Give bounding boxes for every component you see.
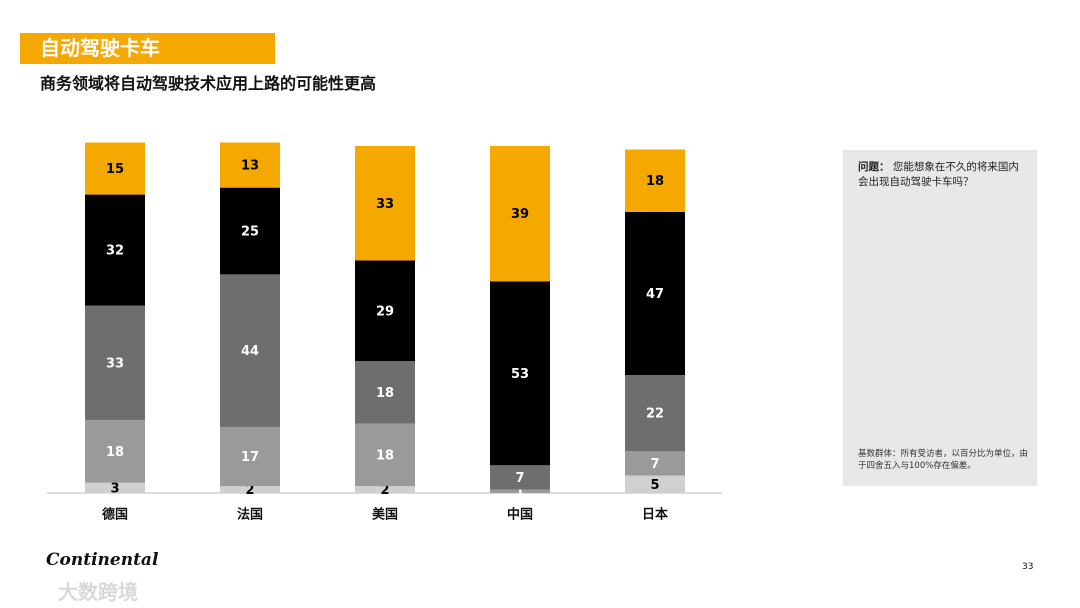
value-label: 32	[106, 244, 124, 259]
value-label: 15	[106, 162, 124, 177]
bar-segment	[85, 305, 145, 421]
value-label: 5	[650, 478, 659, 493]
value-label: 18	[376, 448, 394, 463]
bar-segment	[625, 475, 685, 493]
bar-segment	[355, 361, 415, 424]
value-label: 53	[511, 367, 529, 382]
value-label: 18	[376, 386, 394, 401]
bar-segment	[220, 486, 280, 493]
value-label: 1	[515, 485, 524, 500]
page-number: 33	[1022, 562, 1034, 572]
value-label: 7	[515, 471, 524, 486]
value-label: 18	[106, 445, 124, 460]
bar-segment	[625, 375, 685, 452]
note-box: 问题： 您能想象在不久的将来国内会出现自动驾驶卡车吗？ 基数群体：所有受访者，以…	[843, 150, 1037, 486]
bar-segment	[355, 486, 415, 493]
bar-segment	[220, 274, 280, 428]
bar-segment	[220, 142, 280, 188]
bar-segment	[355, 423, 415, 487]
subtitle: 商务领域将自动驾驶技术应用上路的可能性更高	[40, 74, 377, 93]
bar-segment	[85, 142, 145, 195]
value-label: 29	[376, 304, 394, 319]
bar-segment	[490, 281, 550, 466]
x-tick-label: 日本	[642, 507, 668, 523]
bar-segment	[490, 489, 550, 493]
x-tick-label: 中国	[507, 507, 533, 523]
bar-segment	[220, 427, 280, 487]
bar-segment	[490, 146, 550, 282]
header-title: 自动驾驶卡车	[20, 33, 275, 64]
value-label: 25	[241, 225, 259, 240]
bar-segment	[355, 146, 415, 261]
value-label: 33	[106, 356, 124, 371]
value-label: 3	[110, 481, 119, 496]
bar-segment	[220, 187, 280, 275]
bar-segment	[85, 194, 145, 306]
value-label: 2	[380, 483, 389, 498]
value-label: 17	[241, 450, 259, 465]
bar-segment	[355, 260, 415, 362]
value-label: 39	[511, 207, 529, 222]
bar-segment	[85, 482, 145, 493]
watermark: 大数跨境	[58, 580, 138, 604]
value-label: 47	[646, 287, 664, 302]
question-text: 您能想象在不久的将来国内会出现自动驾驶卡车吗？	[858, 161, 1019, 188]
x-tick-label: 美国	[372, 507, 398, 523]
question-label: 问题：	[858, 161, 890, 173]
bar-segment	[490, 465, 550, 490]
question: 问题： 您能想象在不久的将来国内会出现自动驾驶卡车吗？	[858, 160, 1028, 190]
value-label: 18	[646, 174, 664, 189]
bar-segment	[85, 420, 145, 483]
value-label: 2	[245, 483, 254, 498]
logo: Continental	[46, 550, 159, 570]
bar-segment	[625, 451, 685, 476]
value-label: 22	[646, 407, 664, 422]
bar-segment	[625, 149, 685, 212]
x-tick-label: 法国	[237, 507, 263, 523]
value-label: 33	[376, 197, 394, 212]
value-label: 7	[650, 457, 659, 472]
footnote: 基数群体：所有受访者，以百分比为单位，由于四舍五入与100%存在偏差。	[858, 449, 1029, 471]
bar-segment	[625, 211, 685, 376]
value-label: 44	[241, 344, 259, 359]
value-label: 13	[241, 159, 259, 174]
x-tick-label: 德国	[102, 507, 128, 523]
